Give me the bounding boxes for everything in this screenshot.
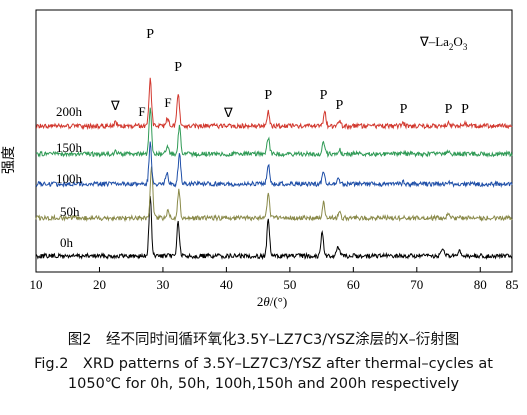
- peak-marker-p-1: P: [174, 60, 182, 75]
- peak-marker-p-2: P: [264, 88, 272, 103]
- peak-marker-la2o3-10: ∇: [110, 98, 120, 113]
- series-line-100h: [35, 141, 513, 188]
- peak-marker-p-7: P: [461, 102, 469, 117]
- x-tick-label-60: 60: [347, 277, 360, 292]
- x-tick-label-20: 20: [93, 277, 106, 292]
- figure-caption-en-line1: Fig.2 XRD patterns of 3.5Y–LZ7C3/YSZ aft…: [34, 356, 493, 372]
- peak-marker-p-5: P: [400, 102, 408, 117]
- x-tick-label-85: 85: [506, 277, 519, 292]
- series-label-50h: 50h: [60, 204, 80, 219]
- series-label-100h: 100h: [56, 171, 83, 186]
- series-label-0h: 0h: [60, 235, 74, 250]
- peak-marker-p-4: P: [336, 98, 344, 113]
- x-tick-label-80: 80: [474, 277, 487, 292]
- series-line-200h: [36, 77, 513, 131]
- x-tick-label-50: 50: [283, 277, 296, 292]
- annotation-layer: PPP PP P P PFF∇ ∇: [110, 27, 469, 120]
- figure-caption-cn: 图2 经不同时间循环氧化3.5Y–LZ7C3/YSZ涂层的X–衍射图: [67, 332, 460, 348]
- x-axis-label: 2θ/(°): [257, 294, 287, 309]
- peak-marker-f-9: F: [164, 95, 171, 110]
- x-tick-label-70: 70: [410, 277, 423, 292]
- peak-marker-p-0: P: [146, 27, 154, 42]
- peak-marker-p-6: P: [445, 102, 453, 117]
- x-axis-ticks: 10 20 30 40 50 60 70 80 85: [30, 267, 519, 292]
- series-label-150h: 150h: [56, 140, 83, 155]
- x-tick-label-10: 10: [30, 277, 43, 292]
- series-label-200h: 200h: [56, 104, 83, 119]
- series-layer: 0h 50h 100h 150h 200h: [35, 77, 513, 261]
- legend-la2o3: ∇–La2O3: [419, 34, 468, 52]
- figure-caption-en-line2: 1050℃ for 0h, 50h, 100h,150h and 200h re…: [67, 376, 460, 392]
- peak-marker-p-3: P: [320, 88, 328, 103]
- peak-marker-f-8: F: [138, 104, 145, 119]
- plot-frame: [35, 9, 513, 273]
- x-tick-label-30: 30: [156, 277, 169, 292]
- x-tick-label-40: 40: [220, 277, 233, 292]
- series-line-150h: [35, 107, 513, 159]
- series-line-50h: [35, 166, 513, 223]
- series-line-0h: [35, 196, 513, 261]
- y-axis-label: 强度: [1, 146, 17, 174]
- peak-marker-la2o3-11: ∇: [223, 105, 233, 120]
